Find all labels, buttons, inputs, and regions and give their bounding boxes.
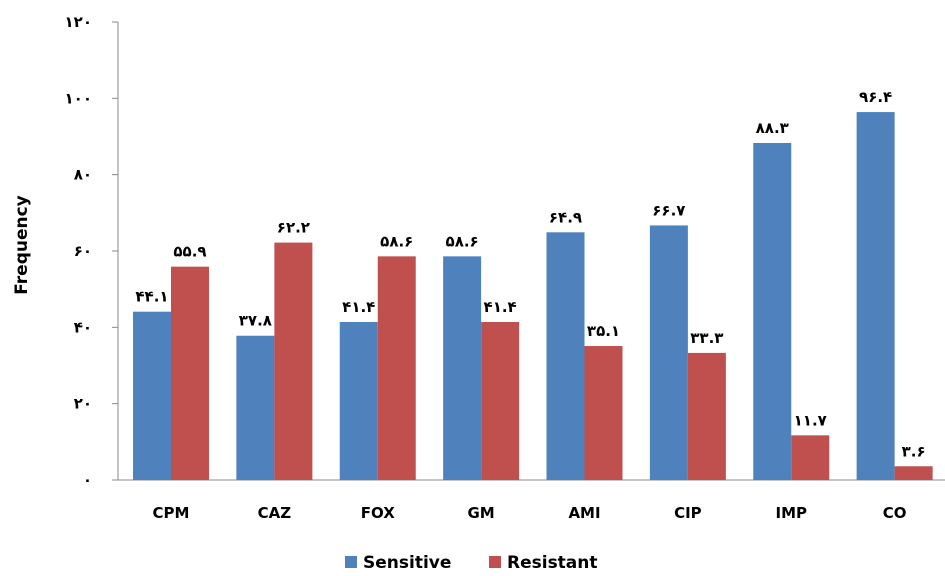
y-tick-label: ١٠٠ (65, 89, 92, 107)
y-axis-ticks: ٠ ٢٠ ۴٠ ۶٠ ٨٠ ١٠٠ ١٢٠ (65, 13, 118, 489)
bar-resistant-cpm (171, 266, 209, 480)
data-label-resistant-imp: ١١.٧ (794, 411, 827, 429)
data-label-resistant-cip: ٣٣.٣ (690, 329, 723, 347)
bar-sensitive-ami (546, 232, 585, 480)
data-label-sensitive-caz: ٣٧.٨ (239, 312, 272, 330)
data-label-resistant-ami: ٣۵.١ (587, 322, 620, 340)
legend-swatch-sensitive (345, 556, 357, 568)
bar-sensitive-cpm (133, 311, 171, 480)
y-tick-label: ۶٠ (74, 242, 92, 260)
bar-sensitive-caz (236, 335, 275, 480)
x-tick-label-caz: CAZ (258, 504, 292, 522)
data-labels: ۴۴.١ ۵۵.٩ ٣٧.٨ ۶٢.٢ ۴١.۴ ۵٨.۶ ۵٨.۶ ۴١.۴ ۶۴.٩ ٣۵.١… (135, 88, 925, 460)
bar-resistant-gm (481, 321, 520, 480)
bar-resistant-ami (584, 346, 623, 480)
bar-sensitive-cip (649, 225, 688, 480)
x-tick-label-imp: IMP (775, 504, 807, 522)
x-tick-label-fox: FOX (361, 504, 395, 522)
legend: Sensitive Resistant (345, 553, 598, 573)
data-label-sensitive-fox: ۴١.۴ (342, 298, 375, 316)
y-tick-label: ٠ (83, 471, 92, 489)
x-tick-label-co: CO (883, 504, 907, 522)
legend-label-sensitive: Sensitive (363, 553, 451, 573)
data-label-resistant-gm: ۴١.۴ (484, 298, 517, 316)
bar-resistant-fox (377, 256, 416, 480)
y-tick-label: ۴٠ (74, 318, 92, 336)
x-tick-label-cip: CIP (674, 504, 702, 522)
legend-swatch-resistant (489, 556, 501, 568)
data-label-resistant-caz: ۶٢.٢ (277, 219, 310, 237)
data-label-sensitive-co: ٩۶.۴ (859, 88, 892, 106)
x-tick-label-gm: GM (468, 504, 495, 522)
bars (133, 112, 933, 480)
bar-sensitive-co (856, 112, 895, 480)
y-tick-label: ٢٠ (74, 395, 92, 413)
data-label-sensitive-ami: ۶۴.٩ (549, 208, 582, 226)
bar-resistant-cip (687, 352, 726, 480)
y-axis-label: Frequency (12, 195, 32, 295)
data-label-resistant-cpm: ۵۵.٩ (173, 243, 206, 261)
bar-sensitive-gm (443, 256, 482, 480)
data-label-sensitive-cpm: ۴۴.١ (135, 288, 168, 306)
data-label-sensitive-imp: ٨٨.٣ (756, 119, 789, 137)
y-tick-label: ١٢٠ (65, 13, 92, 31)
y-tick-label: ٨٠ (74, 166, 92, 184)
x-axis-categories: CPM CAZ FOX GM AMI CIP IMP CO (153, 504, 907, 522)
x-tick-label-cpm: CPM (153, 504, 190, 522)
x-tick-label-ami: AMI (568, 504, 600, 522)
data-label-resistant-fox: ۵٨.۶ (380, 232, 413, 250)
data-label-resistant-co: ٣.۶ (902, 442, 926, 460)
data-label-sensitive-cip: ۶۶.٧ (652, 201, 685, 219)
legend-label-resistant: Resistant (507, 553, 598, 573)
bar-resistant-co (894, 466, 933, 480)
bar-sensitive-imp (753, 142, 792, 480)
bar-resistant-imp (791, 435, 830, 480)
bar-resistant-caz (274, 242, 313, 480)
bar-sensitive-fox (339, 321, 378, 480)
data-label-sensitive-gm: ۵٨.۶ (446, 232, 479, 250)
